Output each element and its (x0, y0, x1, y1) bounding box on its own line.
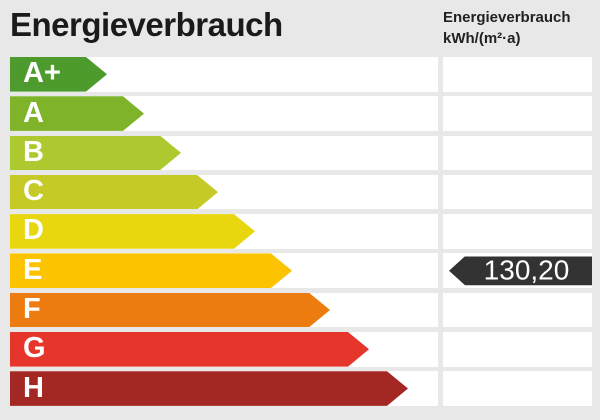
energy-class-label: G (23, 332, 46, 365)
energy-class-label: B (23, 135, 44, 168)
value-cell: 130,20 (443, 371, 592, 406)
energy-class-arrow: G (10, 332, 369, 367)
value-cell: 130,20 (443, 292, 592, 328)
scale-row: B 130,20 (10, 135, 592, 171)
energy-class-arrow: A+ (10, 57, 107, 92)
energy-scale: A+ 130,20 A 130,20 B 130,20 C (10, 57, 592, 406)
energy-class-label: A (23, 96, 44, 129)
energy-class-label: F (23, 292, 41, 325)
energy-class-arrow: B (10, 136, 181, 171)
energy-class-arrow: A (10, 96, 144, 131)
energy-class-label: E (23, 253, 43, 286)
energy-class-label: A+ (23, 57, 61, 90)
value-cell: 130,20 (443, 57, 592, 92)
scale-row-track: D (10, 214, 438, 249)
scale-row-track: A+ (10, 57, 438, 92)
value-cell: 130,20 (443, 253, 592, 288)
scale-row-track: C (10, 174, 438, 210)
energy-class-arrow: F (10, 293, 330, 328)
value-cell: 130,20 (443, 135, 592, 171)
value-tag-left-arrow: 130,20 (449, 254, 592, 286)
energy-class-arrow: E (10, 253, 292, 288)
energy-class-label: D (23, 214, 44, 247)
scale-row-track: F (10, 292, 438, 328)
value-cell: 130,20 (443, 214, 592, 249)
value-text: 130,20 (483, 254, 570, 286)
energy-class-label: H (23, 371, 44, 404)
scale-row-track: G (10, 331, 438, 367)
scale-row: F 130,20 (10, 292, 592, 328)
scale-row-track: E (10, 253, 438, 288)
energy-class-arrow: H (10, 371, 408, 406)
scale-row: G 130,20 (10, 331, 592, 367)
scale-row-track: B (10, 135, 438, 171)
scale-row: C 130,20 (10, 174, 592, 210)
unit-header: Energieverbrauch kWh/(m²·a) (443, 7, 593, 49)
unit-header-title: Energieverbrauch (443, 9, 571, 26)
scale-row: E 130,20 (10, 253, 592, 288)
energy-class-label: C (23, 175, 44, 208)
scale-row: A+ 130,20 (10, 57, 592, 92)
energy-class-arrow: D (10, 214, 255, 249)
scale-row-track: H (10, 371, 438, 406)
scale-row-track: A (10, 96, 438, 131)
unit-header-unit: kWh/(m²·a) (443, 30, 521, 47)
value-cell: 130,20 (443, 96, 592, 131)
scale-row: H 130,20 (10, 371, 592, 406)
scale-row: A 130,20 (10, 96, 592, 131)
scale-row: D 130,20 (10, 214, 592, 249)
page-title: Energieverbrauch (10, 6, 283, 43)
energy-class-arrow: C (10, 175, 218, 210)
value-cell: 130,20 (443, 174, 592, 210)
value-cell: 130,20 (443, 331, 592, 367)
